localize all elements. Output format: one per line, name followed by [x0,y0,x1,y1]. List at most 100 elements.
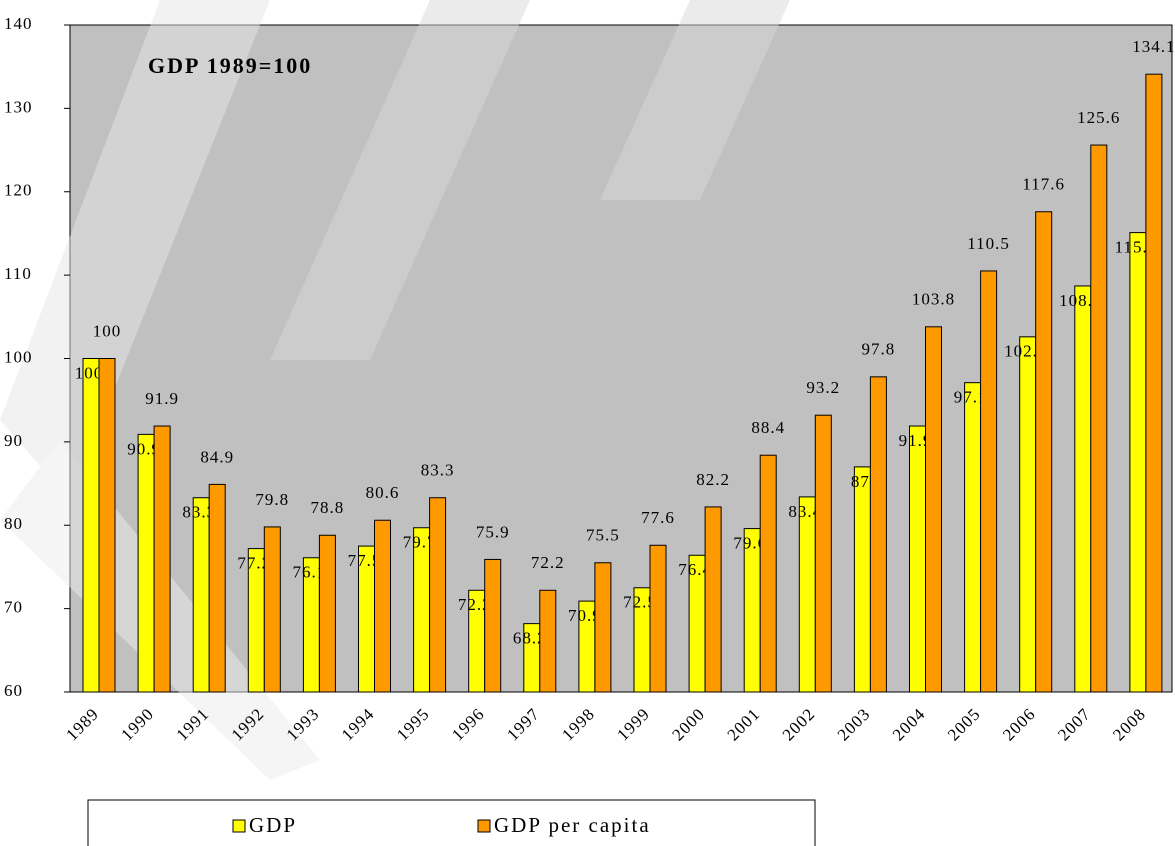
data-label: 83.3 [182,503,216,522]
data-label: 100 [75,363,104,382]
y-tick-label: 100 [4,347,33,366]
data-label: 97.8 [862,340,896,359]
data-label: 72.5 [623,593,657,612]
y-tick-label: 80 [4,514,23,533]
bar [853,466,871,693]
data-label: 77.2 [237,554,271,573]
x-tick-label: 1995 [393,704,433,744]
y-tick-label: 130 [4,97,33,116]
bar [594,562,612,693]
bar [1074,285,1092,693]
x-tick-label: 1997 [503,704,543,744]
bar [1035,211,1053,693]
data-label: 77.5 [348,551,382,570]
data-label: 97.1 [954,388,988,407]
legend-label: GDP per capita [494,813,651,837]
y-tick-label: 70 [4,598,23,617]
data-label: 76.1 [293,563,327,582]
x-tick-label: 2003 [834,704,874,744]
bar [759,454,777,693]
x-tick-label: 1994 [338,704,378,744]
x-tick-label: 2004 [889,704,929,744]
bar [704,506,722,693]
x-tick-label: 1996 [448,704,488,744]
x-tick-label: 2008 [1109,704,1149,744]
bar [82,358,100,693]
bar [649,544,667,693]
bar [1129,232,1147,693]
bar [208,483,226,693]
bar [98,358,116,693]
data-label: 103.8 [912,290,955,309]
x-tick-label: 2000 [668,704,708,744]
y-tick-label: 120 [4,181,33,200]
y-tick-label: 140 [4,14,33,33]
bar [318,534,336,693]
bar [153,425,171,693]
data-label: 75.5 [586,526,620,545]
data-label: 83.3 [421,461,455,480]
data-label: 91.9 [899,431,933,450]
data-label: 75.9 [476,522,510,541]
x-tick-label: 1998 [558,704,598,744]
data-label: 79.6 [733,533,767,552]
bar [374,519,391,693]
legend-swatch [232,819,246,833]
data-label: 90.9 [127,439,161,458]
data-label: 82.2 [696,470,730,489]
bar [925,326,942,693]
data-label: 70.9 [568,606,602,625]
bar [798,496,816,693]
data-label: 91.9 [145,389,179,408]
data-label: 87 [851,472,870,491]
legend [87,799,816,846]
y-tick-label: 60 [4,681,23,700]
data-label: 134.1 [1132,37,1175,56]
data-label: 78.8 [311,498,345,517]
bar [1090,144,1108,693]
data-label: 88.4 [751,418,785,437]
x-tick-label: 2002 [779,704,819,744]
data-label: 76.4 [678,560,712,579]
data-label: 83.4 [788,502,822,521]
data-label: 68.2 [513,629,547,648]
data-label: 110.5 [967,234,1010,253]
data-label: 79.8 [255,490,289,509]
bar [192,497,210,693]
data-label: 117.6 [1022,175,1065,194]
data-label: 72.2 [531,553,565,572]
bar [413,527,431,693]
x-tick-label: 2001 [723,704,763,744]
bar [539,589,557,693]
x-tick-label: 2007 [1054,704,1094,744]
x-tick-label: 1990 [117,704,157,744]
data-label: 100 [93,321,122,340]
x-tick-label: 2005 [944,704,984,744]
x-tick-label: 1999 [613,704,653,744]
data-label: 93.2 [806,378,840,397]
bar [429,497,447,693]
data-label: 80.6 [366,483,400,502]
bar [814,414,832,693]
bar [484,558,502,693]
y-tick-label: 90 [4,431,23,450]
x-tick-label: 1993 [283,704,323,744]
legend-label: GDP [249,813,297,837]
bar [137,433,155,693]
y-tick-label: 110 [4,264,32,283]
data-label: 125.6 [1077,108,1120,127]
bar [263,526,281,693]
bar [964,382,982,693]
bar [980,270,998,693]
legend-swatch [477,819,491,833]
watermark [0,0,790,500]
x-tick-label: 2006 [999,704,1039,744]
data-label: 79.7 [403,533,437,552]
bar [909,425,926,693]
bar [869,376,887,693]
chart-title: GDP 1989=100 [148,53,312,78]
bar [743,528,761,693]
bar [1145,73,1163,693]
data-label: 84.9 [200,447,234,466]
